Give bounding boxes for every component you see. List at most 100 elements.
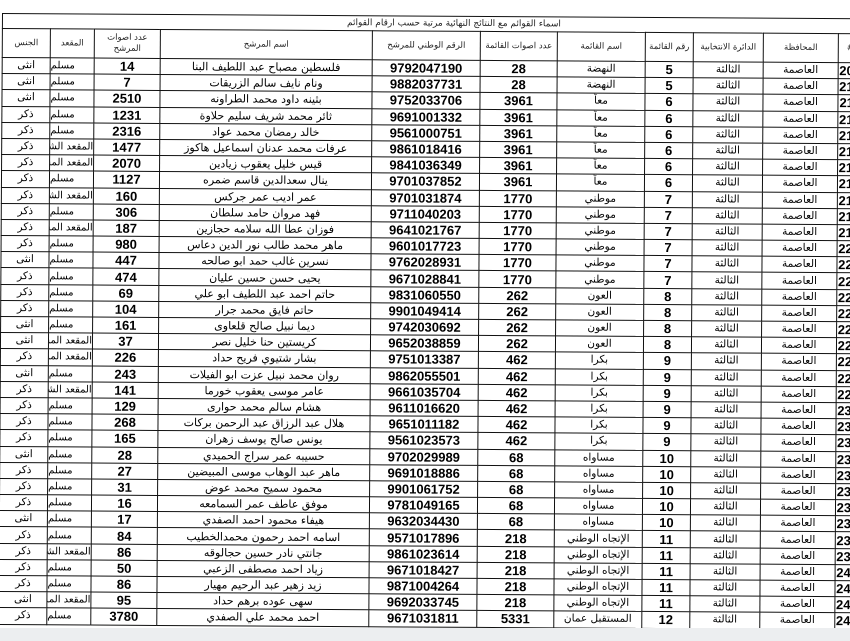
cell-row-number: 219 xyxy=(837,224,850,241)
cell-row-number: 228 xyxy=(836,370,850,387)
cell-gender: ذكر xyxy=(0,543,48,560)
cell-seat: المقعد الشر xyxy=(47,543,92,560)
cell-list-number: 11 xyxy=(642,563,691,580)
cell-candidate-name: ديما نبيل صالح قلعاوى xyxy=(158,317,371,335)
cell-candidate-name: فلسطين مصباح عبد اللطيف البنا xyxy=(160,58,373,76)
cell-list-votes: 218 xyxy=(477,562,555,579)
cell-governorate: العاصمة xyxy=(760,563,836,581)
cell-seat: المقعد المس xyxy=(46,591,91,609)
cell-seat: مسلم xyxy=(48,397,93,415)
cell-gender: انثى xyxy=(0,251,50,269)
cell-candidate-name: كريستين حنا خليل نصر xyxy=(158,333,371,352)
cell-seat: مسلم xyxy=(47,511,92,528)
cell-seat: المقعد المس xyxy=(49,219,94,237)
cell-national-id: 9661035704 xyxy=(370,383,479,401)
cell-list-number: 6 xyxy=(644,126,693,143)
cell-list-name: الإتجاه الوطني xyxy=(553,595,642,612)
cell-list-votes: 218 xyxy=(476,578,555,596)
cell-gender: ذكر xyxy=(1,138,50,155)
cell-candidate-name: ينال سعدالدين قاسم ضمره xyxy=(159,171,372,190)
cell-candidate-name: هيفاء محمود احمد الصفدي xyxy=(157,511,370,530)
cell-row-number: 210 xyxy=(838,78,850,96)
cell-district: الثالثة xyxy=(691,304,762,322)
cell-list-votes: 5331 xyxy=(476,610,554,628)
cell-governorate: العاصمة xyxy=(763,78,839,95)
cell-candidate-name: زياد احمد مصطفى الزعبي xyxy=(157,560,370,578)
cell-candidate-name: يحيى حسن حسين عليان xyxy=(158,268,371,287)
cell-gender: انثى xyxy=(0,510,48,528)
results-table: # المحافظة الدائرة الانتخابية رقم القائمة اس… xyxy=(0,28,850,630)
cell-governorate: العاصمة xyxy=(760,531,836,549)
cell-candidate-name: خالد رمضان محمد عواد xyxy=(159,123,372,141)
cell-candidate-votes: 160 xyxy=(93,187,160,205)
cell-governorate: العاصمة xyxy=(761,288,837,306)
cell-list-name: مساواه xyxy=(554,497,643,515)
cell-seat: المقعد الشر xyxy=(49,187,94,204)
cell-list-name: النهضة xyxy=(557,77,646,94)
cell-list-votes: 218 xyxy=(477,546,555,563)
cell-gender: انثى xyxy=(0,316,49,333)
cell-list-number: 11 xyxy=(642,547,691,564)
cell-governorate: العاصمة xyxy=(762,240,838,257)
cell-district: الثالثة xyxy=(690,466,761,484)
cell-candidate-votes: 226 xyxy=(92,349,159,367)
cell-row-number: 214 xyxy=(837,143,850,160)
cell-gender: انثى xyxy=(0,365,49,382)
cell-list-name: مساواه xyxy=(554,449,643,467)
cell-governorate: العاصمة xyxy=(762,126,838,144)
cell-list-number: 9 xyxy=(642,433,691,451)
header-district: الدائرة الانتخابية xyxy=(693,32,764,63)
cell-list-number: 11 xyxy=(642,530,691,548)
cell-gender: انثى xyxy=(1,89,51,107)
cell-list-number: 9 xyxy=(643,385,692,402)
header-candidate-name: اسم المرشح xyxy=(160,29,373,60)
cell-candidate-name: زيد زهير عبد الرحيم مهيار xyxy=(156,576,370,594)
cell-gender: ذكر xyxy=(0,462,48,479)
cell-gender: ذكر xyxy=(0,559,48,576)
header-seat: المقعد xyxy=(50,28,95,59)
cell-list-number: 7 xyxy=(644,239,693,256)
cell-district: الثالثة xyxy=(690,417,762,435)
cell-list-number: 8 xyxy=(643,320,692,337)
cell-list-votes: 1770 xyxy=(479,189,557,207)
cell-district: الثالثة xyxy=(690,547,761,564)
cell-row-number: 230 xyxy=(836,402,850,419)
cell-list-name: الإتجاه الوطني xyxy=(554,530,643,548)
header-national-id: الرقم الوطني للمرشح xyxy=(372,30,481,61)
cell-list-name: النهضة xyxy=(557,60,646,78)
cell-governorate: العاصمة xyxy=(762,110,838,128)
cell-row-number: 222 xyxy=(836,273,850,290)
cell-seat: مسلم xyxy=(48,300,93,318)
cell-list-number: 8 xyxy=(643,304,692,321)
cell-seat: المقعد المس xyxy=(49,154,94,172)
cell-list-number: 8 xyxy=(643,288,692,305)
scan-edge xyxy=(0,628,850,641)
cell-candidate-votes: 69 xyxy=(92,284,159,302)
cell-candidate-name: ونام نايف سالم الزريقات xyxy=(160,74,373,93)
cell-national-id: 9611016620 xyxy=(370,399,479,417)
cell-seat: المقعد المس xyxy=(48,332,93,350)
cell-district: الثالثة xyxy=(692,158,763,176)
cell-seat: مسلم xyxy=(48,268,93,285)
cell-list-votes: 462 xyxy=(478,367,556,385)
cell-list-votes: 3961 xyxy=(479,157,557,175)
cell-district: الثالثة xyxy=(690,531,761,548)
cell-governorate: العاصمة xyxy=(760,450,836,468)
cell-list-votes: 462 xyxy=(477,432,555,450)
cell-list-number: 6 xyxy=(644,93,694,111)
cell-row-number: 218 xyxy=(837,208,850,225)
cell-seat: مسلم xyxy=(49,235,94,253)
cell-candidate-votes: 165 xyxy=(91,430,158,447)
cell-row-number: 215 xyxy=(837,159,850,177)
cell-national-id: 9792047190 xyxy=(372,59,481,77)
cell-gender: ذكر xyxy=(1,106,50,123)
cell-row-number: 234 xyxy=(835,467,850,484)
cell-row-number: 238 xyxy=(835,532,850,549)
cell-candidate-name: فهد مروان حامد سلطان xyxy=(159,204,372,222)
cell-district: الثالثة xyxy=(692,191,763,208)
cell-list-name: معاً xyxy=(556,174,645,191)
cell-governorate: العاصمة xyxy=(760,418,837,435)
cell-list-name: مساواه xyxy=(554,465,643,483)
cell-list-name: معاً xyxy=(556,158,645,175)
cell-candidate-votes: 31 xyxy=(91,478,158,496)
